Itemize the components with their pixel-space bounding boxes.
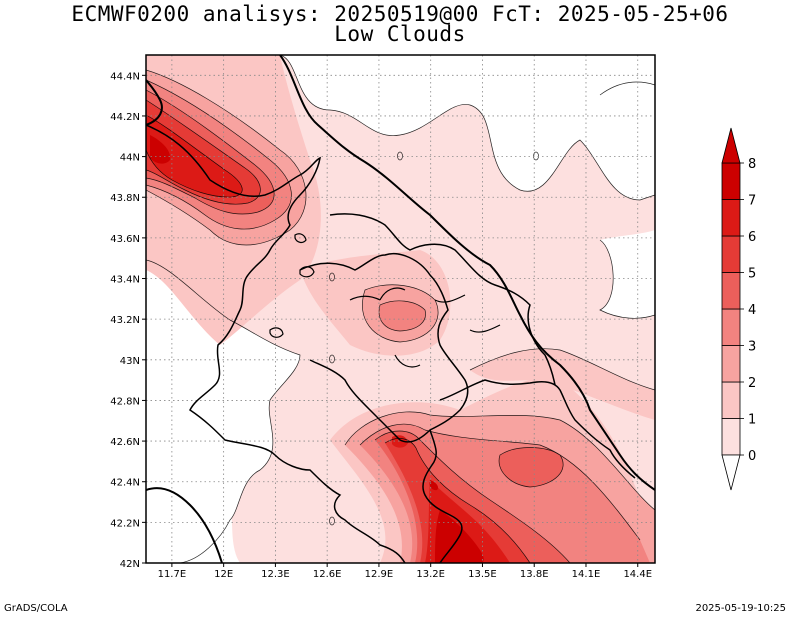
longitude-axis: 11.7E 12E 12.3E 12.6E 12.9E 13.2E 13.5E 13.8E 14… — [158, 563, 652, 580]
contour-lines — [146, 55, 655, 563]
umbria-border — [299, 253, 469, 443]
lon-tick-label: 12.9E — [365, 569, 394, 580]
colorbar-label: 5 — [748, 267, 756, 282]
lat-tick-label: 44.2N — [110, 112, 140, 123]
lat-tick-label: 42N — [120, 559, 140, 570]
lat-tick-label: 43.6N — [110, 234, 140, 245]
lazio-abruzzo-border — [422, 429, 463, 563]
lat-tick-label: 44.4N — [110, 71, 140, 82]
colorbar-label: 0 — [748, 449, 756, 464]
colorbar-label: 1 — [748, 413, 756, 428]
lat-tick-label: 42.2N — [110, 518, 140, 529]
lat-tick-label: 42.4N — [110, 478, 140, 489]
footer-timestamp: 2025-05-19-10:25 — [695, 603, 786, 614]
lon-tick-label: 12.6E — [313, 569, 342, 580]
clear-area-sw — [146, 430, 240, 563]
tyrrhenian-coastline-south — [146, 487, 223, 563]
map-title: ECMWF0200 analisys: 20250519@00 FcT: 202… — [71, 2, 729, 26]
colorbar-upper-arrow — [721, 127, 741, 164]
lat-tick-label: 43.2N — [110, 315, 140, 326]
lat-tick-label: 42.6N — [110, 437, 140, 448]
footer-credit: GrADS/COLA — [4, 603, 68, 614]
colorbar-label: 2 — [748, 376, 756, 391]
contour-level-7 — [146, 115, 243, 198]
lon-tick-label: 14.4E — [623, 569, 652, 580]
lon-tick-label: 12E — [214, 569, 233, 580]
colorbar-segment — [721, 345, 741, 383]
lake-bolsena — [269, 327, 284, 338]
coastline-and-borders — [146, 55, 655, 563]
lat-tick-label: 43.8N — [110, 193, 140, 204]
colorbar-segment — [721, 272, 741, 310]
lon-tick-label: 12.3E — [261, 569, 290, 580]
plot-frame — [145, 54, 656, 564]
lon-tick-label: 13.8E — [520, 569, 549, 580]
colorbar-label: 6 — [748, 230, 756, 245]
lat-tick-label: 44N — [120, 153, 140, 164]
colorbar-label: 8 — [748, 157, 756, 172]
colorbar-lower-arrow — [721, 454, 741, 491]
lat-tick-label: 42.8N — [110, 396, 140, 407]
contour-level-7 — [392, 435, 408, 448]
marche-border — [329, 213, 556, 386]
colorbar-segment — [721, 418, 741, 456]
latitude-axis: 44.4N 44.2N 44N 43.8N 43.6N 43.4N 43.2N 43N 42.8… — [110, 71, 146, 570]
gridlines — [146, 55, 655, 563]
clear-area-ne — [600, 82, 655, 140]
colorbar-label: 4 — [748, 303, 756, 318]
cloud-field — [146, 55, 655, 563]
clear-area-north — [280, 55, 655, 200]
regional-border — [146, 124, 406, 563]
colorbar-segment — [721, 162, 741, 200]
tyrrhenian-coastline — [146, 79, 163, 126]
lon-tick-label: 13.5E — [468, 569, 497, 580]
colorbar-segment — [721, 235, 741, 273]
lon-tick-label: 14.1E — [572, 569, 601, 580]
map-subtitle: Low Clouds — [334, 22, 466, 46]
adriatic-coastline — [279, 55, 655, 491]
colorbar-segment — [721, 199, 741, 237]
lat-tick-label: 43N — [120, 356, 140, 367]
contour-level-6 — [385, 438, 530, 563]
san-marino-border — [294, 233, 307, 244]
contour-level-8 — [429, 480, 439, 491]
colorbar-segment — [721, 308, 741, 346]
colorbar: 0 1 2 3 4 5 6 7 8 — [721, 127, 756, 491]
contour-level-5 — [499, 447, 564, 487]
contour-level-2 — [470, 348, 655, 420]
lon-tick-label: 11.7E — [158, 569, 187, 580]
lon-tick-label: 13.2E — [416, 569, 445, 580]
internal-border — [349, 287, 501, 368]
lat-tick-label: 43.4N — [110, 275, 140, 286]
lake-trasimeno — [299, 266, 315, 278]
clear-area-east — [600, 230, 655, 319]
colorbar-label: 3 — [748, 340, 756, 355]
colorbar-segment — [721, 381, 741, 419]
colorbar-label: 7 — [748, 194, 756, 209]
contour-level-4 — [379, 300, 426, 331]
abruzzo-border — [439, 379, 636, 479]
